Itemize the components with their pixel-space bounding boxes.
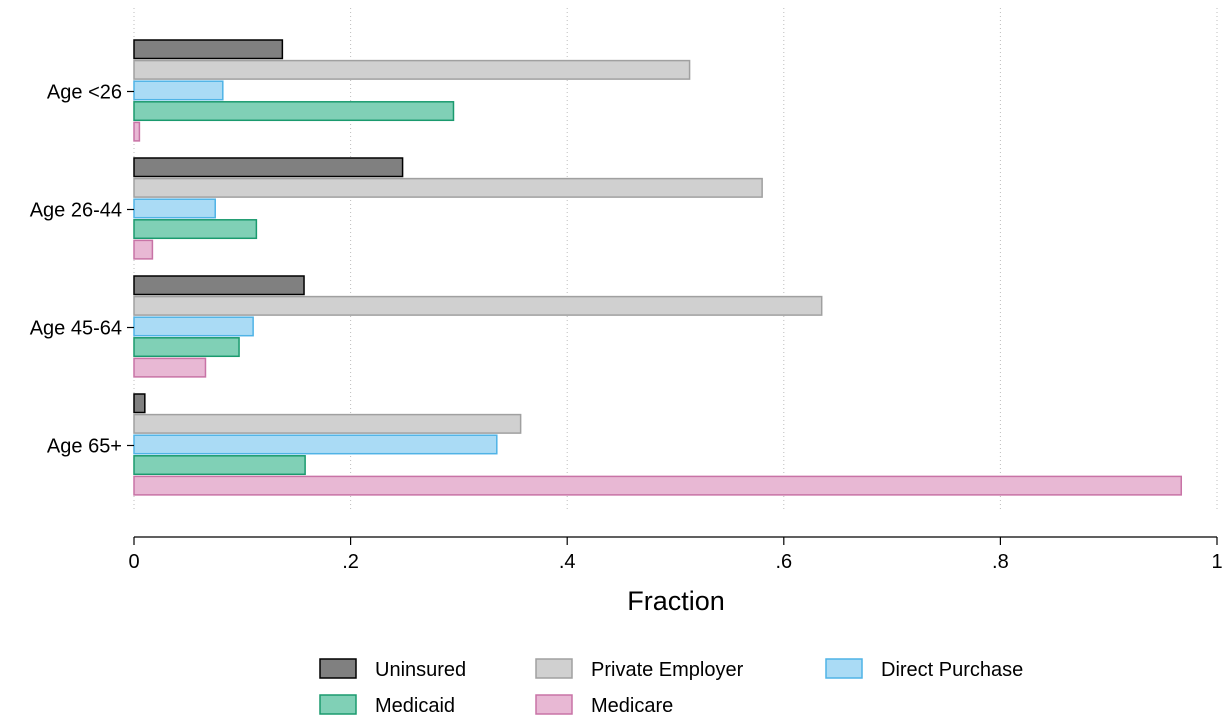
category-labels: Age <26 Age 26-44 Age 45-64 Age 65+ — [30, 82, 134, 458]
legend-swatch — [535, 658, 573, 679]
bar — [133, 357, 207, 378]
legend-swatch — [535, 694, 573, 715]
category-label: Age <26 — [47, 82, 122, 104]
bar — [133, 101, 455, 122]
bar — [133, 80, 224, 101]
category-label: Age 45-64 — [30, 318, 122, 340]
legend-swatch — [319, 658, 357, 679]
x-tick-label: .2 — [342, 551, 359, 573]
x-axis-title: Fraction — [627, 586, 725, 616]
bar — [133, 337, 240, 358]
x-tick-label: 1 — [1211, 551, 1222, 573]
legend-label: Private Employer — [591, 659, 744, 681]
bar — [133, 434, 498, 455]
legend-swatch — [825, 658, 863, 679]
bar — [133, 121, 141, 142]
legend-label: Medicaid — [375, 695, 455, 717]
bars — [133, 39, 1183, 496]
bar — [133, 59, 691, 80]
x-tick-label: .8 — [992, 551, 1009, 573]
category-label: Age 26-44 — [30, 200, 122, 222]
bar — [133, 157, 404, 178]
bar — [133, 177, 763, 198]
legend-label: Medicare — [591, 695, 673, 717]
legend-label: Uninsured — [375, 659, 466, 681]
bar — [133, 219, 258, 240]
x-tick-label: .4 — [559, 551, 576, 573]
bar — [133, 475, 1183, 496]
bar — [133, 239, 154, 260]
x-tick-label: 0 — [128, 551, 139, 573]
bar — [133, 316, 254, 337]
bar — [133, 295, 823, 316]
bar — [133, 198, 216, 219]
legend: Uninsured Private Employer Direct Purchase… — [319, 658, 1023, 717]
legend-swatch — [319, 694, 357, 715]
category-label: Age 65+ — [47, 436, 122, 458]
x-tick-label: .6 — [775, 551, 792, 573]
bar — [133, 413, 522, 434]
bar — [133, 455, 306, 476]
bar — [133, 39, 284, 60]
legend-label: Direct Purchase — [881, 659, 1023, 681]
bar — [133, 393, 146, 414]
x-axis: 0 .2 .4 .6 .8 1 — [128, 536, 1223, 573]
bar — [133, 275, 305, 296]
